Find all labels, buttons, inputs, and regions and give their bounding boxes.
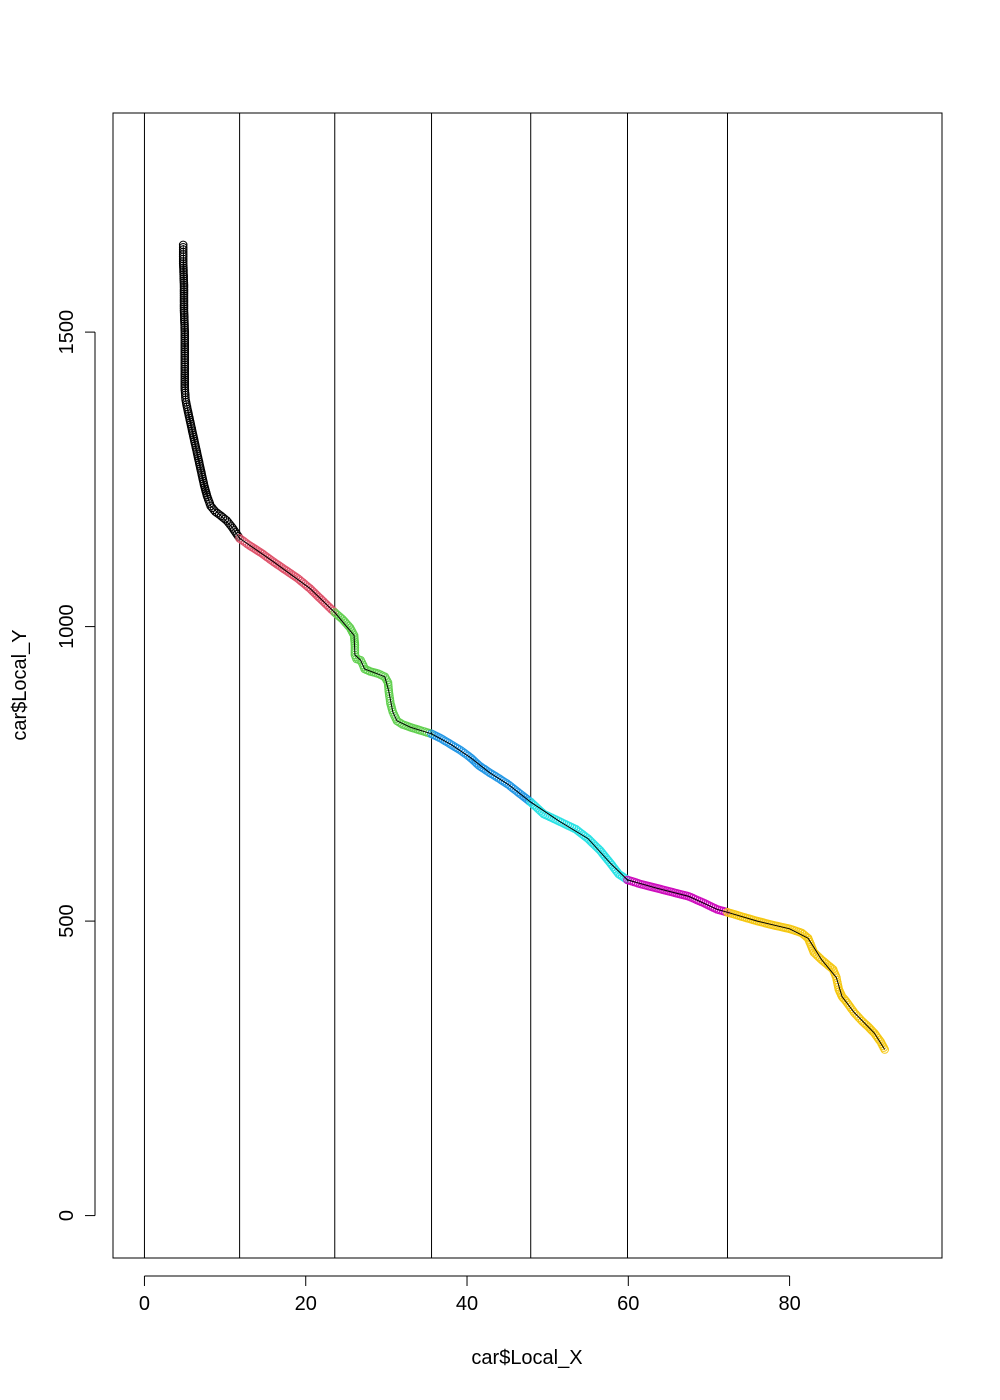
data-point [861, 1019, 870, 1029]
data-point [582, 833, 591, 842]
data-point [313, 591, 322, 601]
data-point [879, 1043, 889, 1052]
series-2 [235, 534, 340, 617]
data-point [328, 606, 338, 616]
data-point [381, 674, 391, 683]
data-point [583, 834, 593, 843]
series-4 [427, 729, 536, 807]
data-point [322, 600, 332, 610]
data-point [311, 589, 321, 599]
data-point [856, 1015, 865, 1024]
data-point [710, 904, 720, 913]
series-5 [526, 797, 632, 885]
data-point [532, 803, 542, 813]
data-point [585, 835, 594, 845]
y-tick-label: 500 [56, 904, 78, 937]
plot-frame [112, 112, 943, 1259]
data-point [348, 629, 358, 638]
x-tick-label: 0 [139, 1293, 150, 1315]
data-point [330, 608, 340, 617]
data-point [356, 655, 365, 665]
data-point [814, 952, 823, 962]
vertical-lines [143, 113, 728, 1258]
data-point [880, 1045, 890, 1054]
data-point [332, 609, 341, 619]
data-point [305, 584, 315, 593]
series-7 [723, 908, 890, 1054]
data-point [862, 1021, 872, 1030]
data-point [333, 611, 343, 620]
x-axis: 0 20 40 60 80 [139, 1275, 801, 1315]
data-point [396, 718, 405, 728]
x-axis-label: car$Local_X [471, 1347, 582, 1369]
y-tick-label: 1000 [56, 604, 78, 649]
data-point [308, 587, 318, 596]
data-point [310, 588, 319, 598]
data-point [317, 595, 327, 605]
x-tick-label: 40 [456, 1293, 478, 1315]
series-6 [623, 875, 732, 917]
data-point [592, 843, 602, 852]
data-point [307, 585, 316, 595]
data-point [865, 1024, 875, 1033]
y-axis: 0 500 1000 1500 [56, 310, 96, 1221]
y-axis-label: car$Local_Y [9, 629, 31, 740]
y-tick-label: 1500 [56, 310, 78, 355]
x-tick-label: 20 [295, 1293, 317, 1315]
data-point [591, 841, 600, 851]
data-point [335, 612, 344, 622]
data-point [324, 602, 333, 611]
series-1 [178, 240, 244, 543]
series-3 [330, 608, 436, 739]
data-point [809, 948, 819, 957]
x-tick-label: 80 [778, 1293, 800, 1315]
data-point [859, 1018, 869, 1028]
data-point [529, 800, 539, 810]
x-tick-label: 60 [617, 1293, 639, 1315]
data-point [314, 592, 324, 602]
y-tick-label: 0 [56, 1210, 78, 1221]
data-point [857, 1016, 867, 1026]
data-point [621, 874, 631, 884]
data-point [588, 838, 597, 848]
data-point [316, 594, 325, 603]
data-point [531, 802, 540, 811]
data-point [589, 840, 599, 849]
data-point [180, 383, 190, 393]
data-point [320, 598, 330, 608]
data-point [336, 613, 346, 623]
data-point [586, 837, 596, 846]
trace-path [182, 244, 886, 1050]
data-point [319, 597, 328, 606]
data-points [178, 240, 890, 1054]
